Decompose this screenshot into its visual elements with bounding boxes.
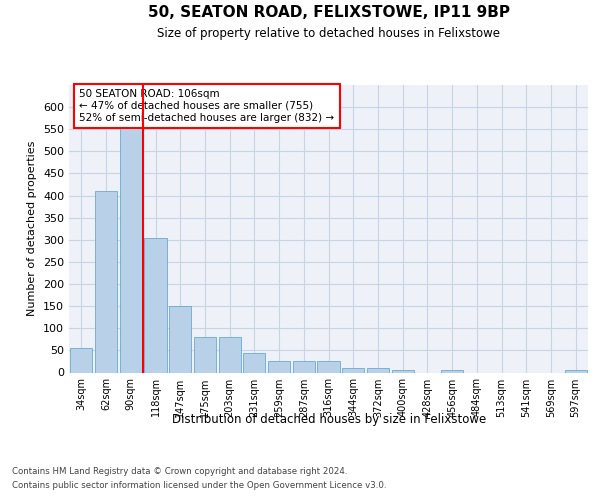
- Text: 50 SEATON ROAD: 106sqm
← 47% of detached houses are smaller (755)
52% of semi-de: 50 SEATON ROAD: 106sqm ← 47% of detached…: [79, 90, 335, 122]
- Bar: [243, 352, 265, 372]
- Bar: [145, 238, 167, 372]
- Y-axis label: Number of detached properties: Number of detached properties: [28, 141, 37, 316]
- Bar: [317, 362, 340, 372]
- Bar: [565, 370, 587, 372]
- Text: Contains public sector information licensed under the Open Government Licence v3: Contains public sector information licen…: [12, 481, 386, 490]
- Bar: [95, 191, 117, 372]
- Bar: [441, 370, 463, 372]
- Text: 50, SEATON ROAD, FELIXSTOWE, IP11 9BP: 50, SEATON ROAD, FELIXSTOWE, IP11 9BP: [148, 5, 510, 20]
- Bar: [367, 368, 389, 372]
- Bar: [194, 337, 216, 372]
- Bar: [342, 368, 364, 372]
- Bar: [70, 348, 92, 372]
- Text: Contains HM Land Registry data © Crown copyright and database right 2024.: Contains HM Land Registry data © Crown c…: [12, 468, 347, 476]
- Bar: [392, 370, 414, 372]
- Bar: [293, 362, 315, 372]
- Bar: [169, 306, 191, 372]
- Bar: [218, 337, 241, 372]
- Text: Size of property relative to detached houses in Felixstowe: Size of property relative to detached ho…: [157, 28, 500, 40]
- Bar: [268, 362, 290, 372]
- Text: Distribution of detached houses by size in Felixstowe: Distribution of detached houses by size …: [172, 412, 486, 426]
- Bar: [119, 110, 142, 372]
